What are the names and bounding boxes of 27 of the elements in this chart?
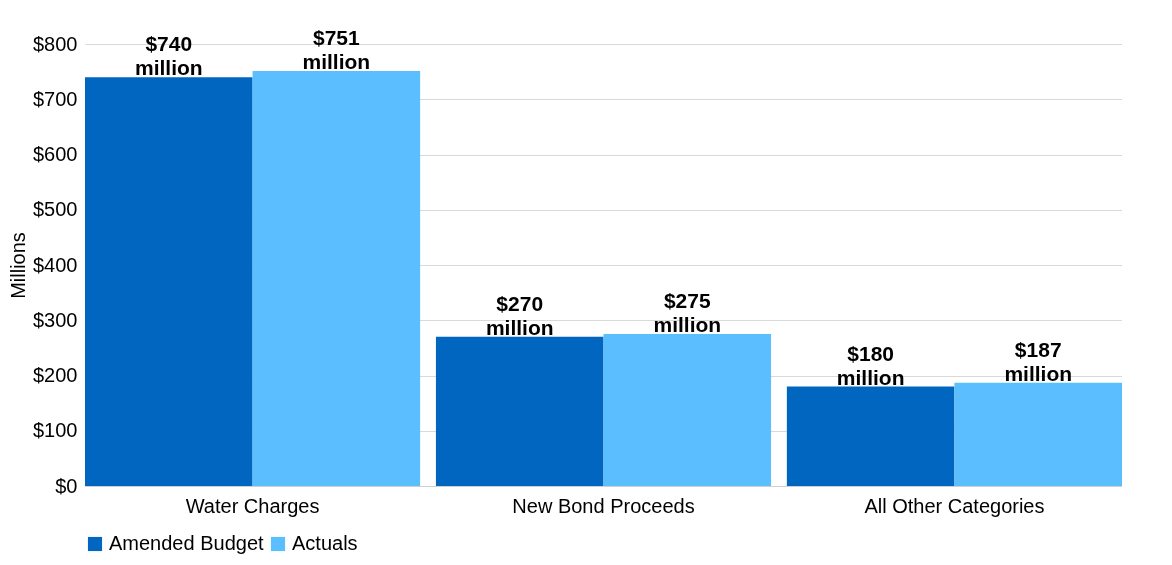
y-tick-label: $100 [33,419,78,442]
y-tick-label: $700 [33,87,78,110]
bar [954,382,1122,486]
data-label: $270 million [485,291,554,339]
bar [252,71,421,486]
x-tick-label: All Other Categories [864,494,1045,517]
x-tick-label: Water Charges [185,494,320,517]
y-tick-label: $300 [33,308,78,331]
data-label: $180 million [836,341,905,389]
bar [435,336,604,486]
bar [85,77,253,486]
x-tick-label: New Bond Proceeds [512,494,695,517]
data-label: $751 million [302,26,371,74]
y-tick-label: $400 [33,253,78,276]
legend-label: Actuals [292,532,358,554]
y-tick-label: $500 [33,198,78,221]
bar [786,386,955,486]
bar [603,334,772,486]
y-tick-label: $0 [55,474,78,497]
y-tick-label: $800 [33,32,78,55]
y-tick-label: $600 [33,143,78,165]
data-label: $740 million [134,32,203,80]
y-axis-title: Millions [7,232,30,299]
data-label: $187 million [1004,337,1073,385]
y-tick-label: $200 [33,364,78,386]
data-label: $275 million [653,289,722,337]
legend-label: Amended Budget [109,532,264,554]
